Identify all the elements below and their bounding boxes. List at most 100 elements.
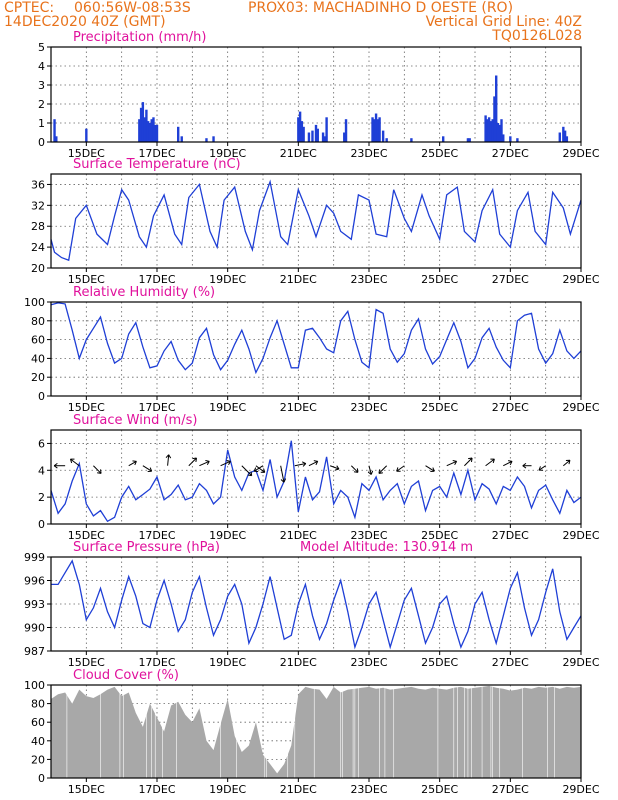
cloud-cover-panel: Cloud Cover (%) 0 20 40 60 80 100 15DEC 17DEC 19D… xyxy=(24,668,600,796)
x-tick-label: 27DEC xyxy=(492,273,529,286)
x-tick-label: 27DEC xyxy=(492,401,529,414)
x-tick-label: 15DEC xyxy=(68,783,105,796)
x-tick-label: 17DEC xyxy=(138,783,175,796)
y-tick-label: 3 xyxy=(38,79,45,92)
y-tick-label: 993 xyxy=(24,598,45,611)
x-tick-label: 29DEC xyxy=(562,401,599,414)
y-tick-label: 4 xyxy=(38,60,45,73)
precip-bar xyxy=(317,129,319,142)
x-tick-label: 27DEC xyxy=(492,529,529,542)
y-tick-label: 996 xyxy=(24,575,45,588)
panel-title: Precipitation (mm/h) xyxy=(73,30,206,45)
panel-title: Relative Humidity (%) xyxy=(73,285,215,300)
y-tick-label: 20 xyxy=(31,262,45,275)
precip-bar xyxy=(156,125,158,142)
x-tick-label: 29DEC xyxy=(562,147,599,160)
precip-bar xyxy=(177,127,179,142)
precip-bar xyxy=(181,136,183,142)
x-tick-label: 23DEC xyxy=(350,147,387,160)
y-tick-label: 2 xyxy=(38,98,45,111)
precip-bar xyxy=(382,131,384,142)
precip-bar xyxy=(85,129,87,142)
y-tick-label: 40 xyxy=(31,352,45,365)
x-tick-label: 23DEC xyxy=(350,401,387,414)
cloud-cover-area xyxy=(51,686,581,778)
precip-bar xyxy=(566,136,568,142)
x-tick-label: 29DEC xyxy=(562,656,599,669)
y-tick-label: 0 xyxy=(38,390,45,403)
x-tick-label: 23DEC xyxy=(350,273,387,286)
y-tick-label: 20 xyxy=(31,371,45,384)
wind-vector-icon xyxy=(189,458,197,466)
y-tick-label: 1 xyxy=(38,117,45,130)
wind-panel: Surface Wind (m/s)024615DEC 17DEC 19DEC 21D… xyxy=(38,413,600,542)
y-tick-label: 0 xyxy=(38,518,45,531)
panel-title: Surface Wind (m/s) xyxy=(73,413,197,428)
y-tick-label: 40 xyxy=(31,735,45,748)
y-tick-label: 100 xyxy=(24,296,45,309)
header-code: TQ0126L028 xyxy=(491,28,582,44)
y-tick-label: 36 xyxy=(31,178,45,191)
y-tick-label: 100 xyxy=(24,679,45,692)
y-tick-label: 20 xyxy=(31,753,45,766)
pressure-panel: Surface Pressure (hPa) Model Altitude: 13… xyxy=(24,540,600,669)
humidity-panel: Relative Humidity (%) 0 20 40 60 80 100 15DEC 17… xyxy=(24,285,600,414)
x-tick-label: 21DEC xyxy=(280,273,317,286)
y-tick-label: 60 xyxy=(31,334,45,347)
x-tick-label: 25DEC xyxy=(421,147,458,160)
x-tick-label: 27DEC xyxy=(492,147,529,160)
header-run: 14DEC2020 40Z (GMT) xyxy=(4,14,166,30)
x-tick-label: 25DEC xyxy=(421,273,458,286)
x-tick-label: 19DEC xyxy=(209,656,246,669)
precip-bar xyxy=(55,136,57,142)
y-tick-label: 32 xyxy=(31,199,45,212)
x-tick-label: 21DEC xyxy=(280,147,317,160)
x-tick-label: 21DEC xyxy=(280,783,317,796)
wind-series-line xyxy=(51,441,581,522)
y-tick-label: 6 xyxy=(38,437,45,450)
temperature-panel: Surface Temperature (nC)202428323615DEC 1… xyxy=(31,157,600,286)
x-tick-label: 29DEC xyxy=(562,273,599,286)
precip-bar xyxy=(559,133,561,143)
x-tick-label: 21DEC xyxy=(280,401,317,414)
panel-frame xyxy=(51,430,581,524)
precipitation-panel: Precipitation (mm/h)01234515DEC 17DEC 19DE… xyxy=(38,30,600,160)
y-tick-label: 28 xyxy=(31,220,45,233)
precip-bar xyxy=(311,131,313,142)
y-tick-label: 80 xyxy=(31,698,45,711)
y-tick-label: 24 xyxy=(31,241,45,254)
panel-frame xyxy=(51,302,581,396)
precip-bar xyxy=(302,127,304,142)
rh-series-line xyxy=(51,303,581,373)
precip-bar xyxy=(325,117,327,142)
y-tick-label: 0 xyxy=(38,136,45,149)
x-tick-label: 25DEC xyxy=(421,401,458,414)
precip-bar xyxy=(308,133,310,143)
x-tick-label: 23DEC xyxy=(350,783,387,796)
y-tick-label: 999 xyxy=(24,551,45,564)
x-tick-label: 29DEC xyxy=(562,783,599,796)
y-tick-label: 5 xyxy=(38,41,45,54)
y-tick-label: 987 xyxy=(24,645,45,658)
x-tick-label: 27DEC xyxy=(492,783,529,796)
y-tick-label: 60 xyxy=(31,716,45,729)
x-tick-label: 27DEC xyxy=(492,656,529,669)
wind-vector-icon xyxy=(379,466,387,474)
precip-bar xyxy=(442,136,444,142)
x-tick-label: 19DEC xyxy=(209,783,246,796)
panel-title: Cloud Cover (%) xyxy=(73,668,179,683)
wind-vector-icon xyxy=(464,458,472,466)
x-tick-label: 25DEC xyxy=(421,656,458,669)
precip-bar xyxy=(378,117,380,142)
wind-vector-icon xyxy=(93,466,101,474)
y-tick-label: 2 xyxy=(38,491,45,504)
panel-frame xyxy=(51,174,581,268)
x-tick-label: 21DEC xyxy=(280,656,317,669)
panel-title: Surface Temperature (nC) xyxy=(73,157,241,172)
precip-bar xyxy=(212,136,214,142)
panel-title: Surface Pressure (hPa) xyxy=(73,540,220,555)
precip-bar xyxy=(502,134,504,142)
x-tick-label: 25DEC xyxy=(421,783,458,796)
temp-series-line xyxy=(51,182,581,260)
